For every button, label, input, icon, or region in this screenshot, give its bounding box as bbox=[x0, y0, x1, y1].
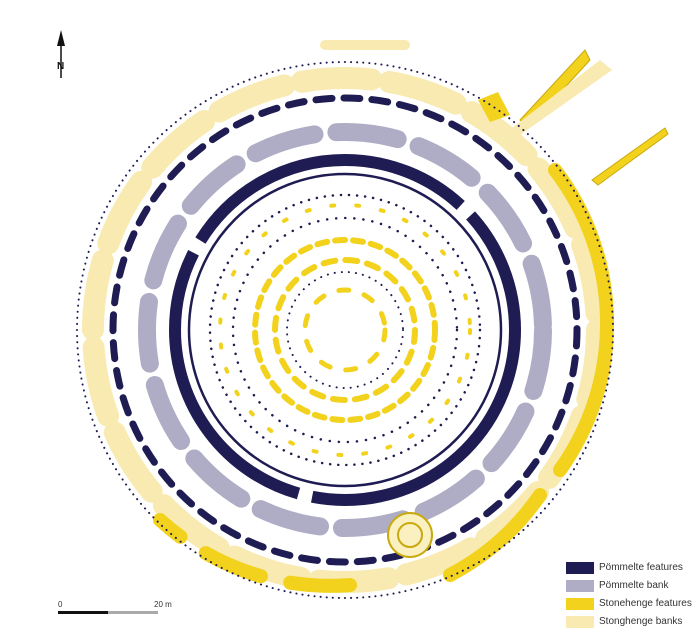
poemmelte-ditch bbox=[169, 154, 521, 506]
scale-segment-dark bbox=[58, 611, 108, 614]
poemmelte-inner-post-rings bbox=[208, 193, 482, 467]
legend-swatch bbox=[566, 579, 594, 592]
legend-swatch bbox=[566, 597, 594, 610]
legend-label: Pömmelte bank bbox=[599, 580, 669, 591]
scale-end-label: 20 m bbox=[154, 600, 172, 609]
poemmelte-outer-palisade bbox=[109, 94, 581, 566]
stonehenge-stone-settings bbox=[218, 203, 472, 457]
north-label: N bbox=[57, 61, 65, 72]
legend-item-stonehenge-banks: Stonghenge banks bbox=[566, 614, 698, 629]
stonehenge-avenue bbox=[320, 40, 669, 186]
stonehenge-ditch bbox=[153, 163, 615, 593]
legend: Pömmelte features Pömmelte bank Stonehen… bbox=[566, 560, 698, 632]
scale-bar: 0 20 m bbox=[58, 600, 188, 620]
scale-start-label: 0 bbox=[58, 600, 63, 609]
legend-label: Stonehenge features bbox=[599, 598, 692, 609]
legend-label: Stonghenge banks bbox=[599, 616, 683, 627]
legend-item-poemmelte-features: Pömmelte features bbox=[566, 560, 698, 575]
legend-swatch bbox=[566, 615, 594, 628]
scale-segment-light bbox=[108, 611, 158, 614]
legend-swatch bbox=[566, 561, 594, 574]
outer-post-scatter bbox=[76, 61, 614, 599]
poemmelte-bank bbox=[138, 123, 552, 537]
legend-label: Pömmelte features bbox=[599, 562, 683, 573]
legend-item-poemmelte-bank: Pömmelte bank bbox=[566, 578, 698, 593]
north-arrow-icon bbox=[57, 30, 65, 78]
stonehenge-ring-feature bbox=[387, 512, 433, 558]
legend-item-stonehenge-features: Stonehenge features bbox=[566, 596, 698, 611]
stonehenge-outer-bank bbox=[82, 67, 608, 593]
